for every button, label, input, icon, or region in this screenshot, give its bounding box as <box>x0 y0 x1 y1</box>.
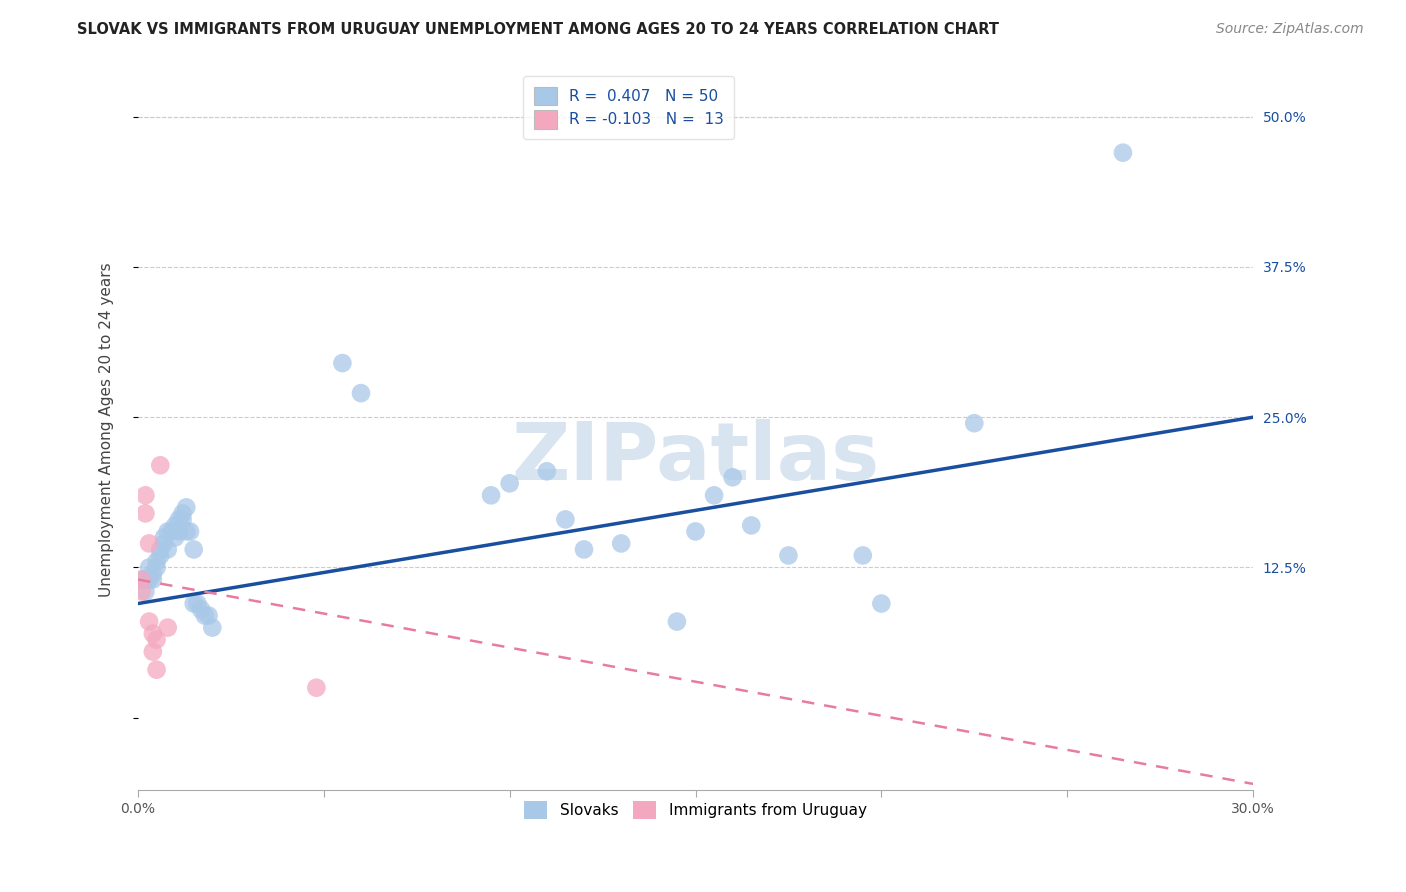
Point <box>721 470 744 484</box>
Point <box>149 458 172 473</box>
Point <box>156 621 179 635</box>
Point <box>479 488 502 502</box>
Point <box>332 356 354 370</box>
Point <box>156 524 179 539</box>
Point <box>197 608 219 623</box>
Point <box>138 573 160 587</box>
Point <box>610 536 633 550</box>
Point <box>131 573 153 587</box>
Point <box>194 608 217 623</box>
Point <box>740 518 762 533</box>
Point <box>134 584 156 599</box>
Point <box>160 524 183 539</box>
Point <box>186 597 208 611</box>
Point <box>149 549 172 563</box>
Point <box>134 507 156 521</box>
Point <box>142 626 165 640</box>
Point <box>167 524 190 539</box>
Point <box>134 488 156 502</box>
Point <box>183 597 205 611</box>
Point <box>778 549 800 563</box>
Point <box>145 554 167 568</box>
Point <box>138 536 160 550</box>
Point <box>179 524 201 539</box>
Point <box>963 416 986 430</box>
Point <box>174 524 197 539</box>
Point <box>153 530 176 544</box>
Point <box>145 663 167 677</box>
Point <box>167 512 190 526</box>
Text: Source: ZipAtlas.com: Source: ZipAtlas.com <box>1216 22 1364 37</box>
Point <box>190 602 212 616</box>
Point <box>498 476 520 491</box>
Y-axis label: Unemployment Among Ages 20 to 24 years: Unemployment Among Ages 20 to 24 years <box>100 262 114 597</box>
Point <box>554 512 576 526</box>
Point <box>142 573 165 587</box>
Point <box>350 386 373 401</box>
Point <box>138 615 160 629</box>
Point <box>183 542 205 557</box>
Point <box>165 518 187 533</box>
Point <box>156 542 179 557</box>
Point <box>870 597 893 611</box>
Point <box>685 524 707 539</box>
Point <box>149 542 172 557</box>
Point <box>131 584 153 599</box>
Point <box>201 621 224 635</box>
Point <box>153 536 176 550</box>
Point <box>174 500 197 515</box>
Point <box>142 566 165 581</box>
Point <box>145 632 167 647</box>
Point <box>142 645 165 659</box>
Point <box>852 549 875 563</box>
Point <box>536 464 558 478</box>
Point <box>572 542 595 557</box>
Point <box>145 560 167 574</box>
Point <box>703 488 725 502</box>
Text: SLOVAK VS IMMIGRANTS FROM URUGUAY UNEMPLOYMENT AMONG AGES 20 TO 24 YEARS CORRELA: SLOVAK VS IMMIGRANTS FROM URUGUAY UNEMPL… <box>77 22 1000 37</box>
Point <box>305 681 328 695</box>
Text: ZIPatlas: ZIPatlas <box>512 419 880 497</box>
Legend: Slovaks, Immigrants from Uruguay: Slovaks, Immigrants from Uruguay <box>519 795 873 826</box>
Point <box>134 573 156 587</box>
Point <box>165 530 187 544</box>
Point <box>665 615 688 629</box>
Point <box>138 560 160 574</box>
Point <box>131 573 153 587</box>
Point <box>172 512 194 526</box>
Point <box>172 507 194 521</box>
Point <box>1112 145 1135 160</box>
